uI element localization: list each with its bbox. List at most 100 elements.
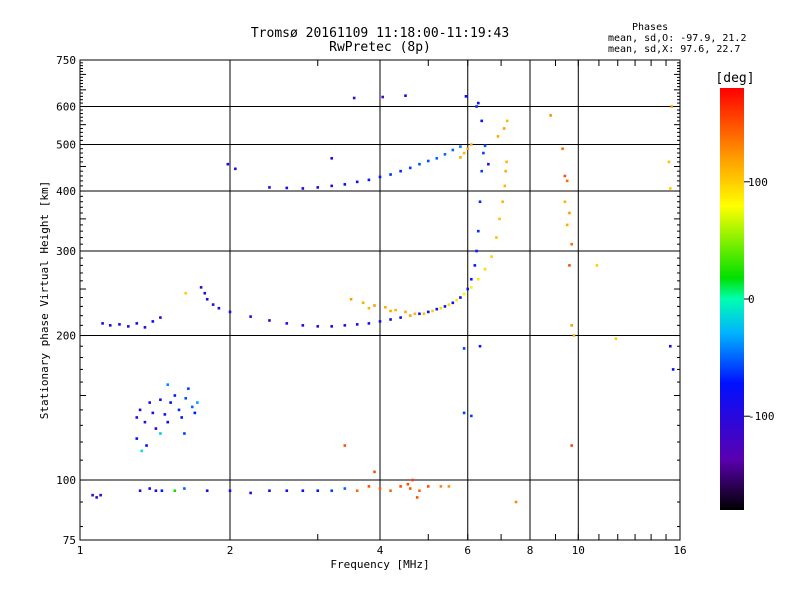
x-mode-point: [496, 135, 500, 138]
x-mode-point: [367, 306, 371, 310]
y-tick-label: 750: [56, 54, 76, 67]
o-mode-point: [669, 344, 672, 348]
o-mode-point: [352, 96, 356, 100]
x-mode-point: [470, 143, 473, 146]
o-mode-point: [187, 387, 190, 390]
x-mode-point: [378, 487, 382, 490]
o-mode-point: [343, 183, 347, 186]
grid-lines: [80, 60, 680, 540]
o-mode-point: [483, 144, 487, 148]
x-mode-point: [415, 496, 419, 499]
o-mode-point: [451, 148, 455, 152]
o-mode-point: [159, 398, 162, 402]
x-mode-point: [406, 482, 410, 486]
o-mode-point: [193, 411, 197, 415]
y-tick-label: 600: [56, 101, 76, 114]
o-mode-point: [459, 145, 462, 148]
x-tick-label: 8: [527, 544, 534, 557]
x-mode-point: [502, 127, 506, 130]
x-mode-point: [570, 242, 573, 246]
x-mode-point: [570, 444, 573, 447]
x-mode-point: [503, 184, 507, 188]
x-mode-point: [459, 156, 462, 159]
x-mode-point: [389, 309, 392, 313]
o-mode-point: [126, 325, 130, 328]
o-mode-point: [475, 249, 478, 253]
o-mode-point: [301, 324, 305, 327]
o-mode-point: [160, 489, 164, 493]
o-mode-point: [316, 325, 320, 328]
x-mode-point: [426, 485, 430, 488]
o-mode-point: [466, 287, 470, 291]
legend-o-stats: mean, sd,O: -97.9, 21.2: [608, 33, 747, 44]
x-mode-point: [477, 277, 480, 281]
x-mode-point: [399, 485, 402, 488]
y-tick-label: 300: [56, 245, 76, 258]
x-mode-point: [565, 223, 569, 227]
chart-title: Tromsø 20161109 11:18:00-11:19:43: [250, 26, 510, 41]
o-mode-point: [473, 264, 477, 267]
x-axis-label: Frequency [MHz]: [330, 558, 429, 571]
o-mode-point: [482, 151, 485, 155]
o-mode-point: [183, 487, 186, 490]
x-mode-point: [667, 160, 671, 164]
o-mode-point: [443, 153, 447, 156]
x-mode-point: [439, 306, 443, 310]
o-mode-point: [418, 312, 421, 316]
o-mode-point: [477, 229, 480, 233]
o-mode-point: [169, 401, 172, 404]
o-mode-point: [268, 186, 271, 189]
chart-subtitle: RwPretec (8p): [329, 40, 431, 55]
o-mode-point: [470, 414, 473, 418]
x-mode-point: [411, 478, 414, 482]
o-mode-point: [426, 159, 430, 163]
o-mode-point: [205, 297, 209, 301]
o-mode-point: [143, 326, 147, 329]
legend-title: Phases: [632, 22, 669, 33]
o-mode-point: [148, 401, 152, 404]
x-mode-point: [343, 444, 347, 447]
o-mode-point: [480, 119, 484, 123]
x-mode-point: [384, 306, 387, 309]
data-points: [91, 94, 675, 504]
o-mode-point: [184, 397, 188, 400]
o-mode-point: [355, 323, 359, 326]
o-mode-point: [330, 325, 334, 328]
o-mode-point: [217, 306, 221, 310]
x-mode-point: [570, 324, 573, 327]
o-mode-point: [343, 487, 347, 490]
x-mode-point: [505, 160, 508, 164]
o-mode-point: [378, 175, 382, 179]
x-mode-point: [490, 255, 493, 258]
x-mode-point: [413, 312, 417, 316]
o-mode-point: [108, 324, 112, 327]
x-mode-point: [404, 310, 407, 314]
x-tick-label: 10: [572, 544, 585, 557]
colorbar-tick-label: 100: [748, 176, 768, 189]
y-tick-label: 100: [56, 474, 76, 487]
x-mode-point: [563, 200, 567, 204]
x-mode-point: [568, 264, 571, 267]
y-tick-label: 500: [56, 139, 76, 152]
o-mode-point: [381, 95, 384, 99]
x-tick-label: 16: [673, 544, 686, 557]
o-mode-point: [343, 324, 347, 327]
x-mode-point: [431, 309, 434, 313]
o-mode-point: [399, 169, 402, 173]
o-mode-point: [389, 318, 392, 321]
colorbar: [720, 88, 744, 510]
y-tick-label: 400: [56, 185, 76, 198]
o-mode-point: [99, 493, 102, 497]
o-mode-point: [138, 408, 142, 412]
o-mode-point: [180, 416, 184, 419]
o-mode-point: [408, 166, 412, 170]
o-mode-point: [190, 405, 194, 409]
o-mode-point: [151, 411, 155, 415]
x-mode-point: [462, 292, 466, 296]
x-mode-point: [466, 147, 470, 151]
x-mode-point: [447, 485, 451, 488]
o-mode-point: [426, 310, 430, 314]
axis-ticks: 1 2 4 6 8 10 16 75 100 200 300 400 500 600 750: [56, 54, 687, 557]
x-mode-point: [422, 312, 426, 316]
o-mode-point: [95, 496, 98, 499]
